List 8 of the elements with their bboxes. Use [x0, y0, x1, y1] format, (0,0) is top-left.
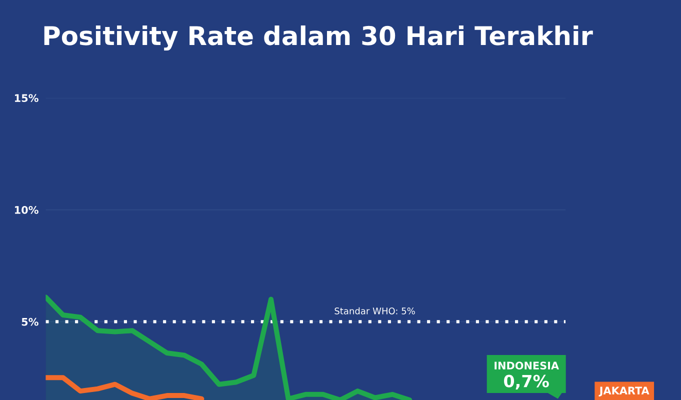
text: JAKARTA [598, 386, 650, 396]
y-tick-label: 15% [14, 94, 38, 102]
chart-title: Positivity Rate dalam 30 Hari Terakhir [44, 25, 593, 51]
y-tick-label: 5% [22, 318, 38, 326]
text: INDONESIA [494, 362, 559, 370]
y-tick-label: 10% [14, 206, 38, 214]
text: 0,7% [504, 374, 549, 390]
ref-line-label: Standar WHO: 5% [334, 307, 415, 314]
